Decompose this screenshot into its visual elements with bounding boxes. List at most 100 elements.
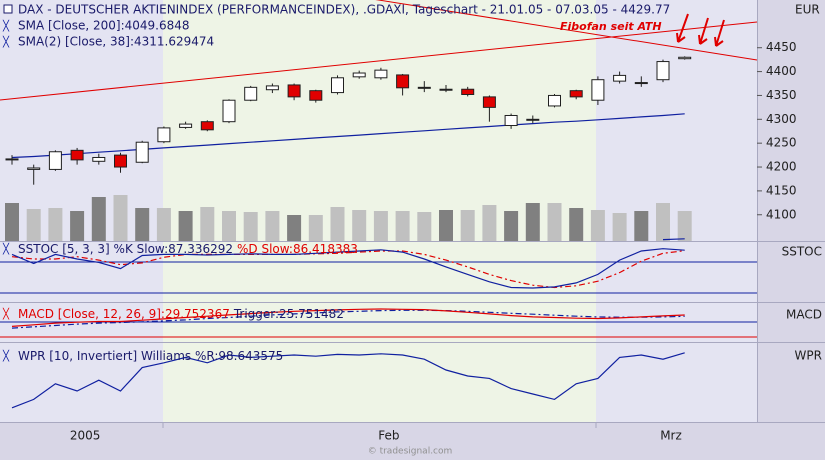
volume-bar xyxy=(243,212,258,241)
sma-line xyxy=(11,113,685,159)
pane-separators xyxy=(0,0,825,428)
y-tick-label: 4100 xyxy=(766,207,797,221)
volume-bar xyxy=(634,211,649,241)
volume-bar xyxy=(135,208,150,241)
candle-body xyxy=(439,88,453,91)
volume-bar xyxy=(113,195,128,241)
x-tick-label: 2005 xyxy=(70,429,101,443)
volume-bar xyxy=(373,211,388,241)
candle-body xyxy=(48,151,62,170)
indicator-line xyxy=(11,308,685,327)
candle-body xyxy=(548,94,561,107)
candle-body xyxy=(656,61,670,81)
volume-bar xyxy=(569,208,584,241)
indicator-series-label: Trigger:25.751482 xyxy=(233,307,344,321)
x-tick-label: Mrz xyxy=(660,429,682,443)
candle-body xyxy=(417,86,431,89)
volume-bar xyxy=(222,211,236,241)
candle-body xyxy=(114,154,127,168)
candle-body xyxy=(613,74,627,82)
y-tick-label: 4150 xyxy=(766,183,797,197)
volume-bar xyxy=(200,207,215,241)
indicator-label: MACD [Close, 12, 26, 9]:29.752367 Trigger… xyxy=(18,307,344,321)
candle-body xyxy=(504,114,518,127)
volume-bar xyxy=(417,212,432,241)
volume-bar xyxy=(612,213,627,241)
indicator-line xyxy=(11,250,685,289)
candle-body xyxy=(157,127,171,143)
volume-bar xyxy=(5,203,19,241)
volume-bar xyxy=(330,207,345,241)
candle-body xyxy=(179,123,193,128)
currency: EUR xyxy=(795,3,820,17)
volume-bar xyxy=(547,203,562,241)
indicator-label: WPR [10, Invertiert] Williams %R:98.6435… xyxy=(18,349,283,363)
candle-body xyxy=(678,56,692,60)
icon xyxy=(3,4,13,14)
fibofan xyxy=(0,0,758,101)
volume-bar xyxy=(70,211,85,241)
volume-bar xyxy=(287,215,302,241)
legend-icon: ╳ xyxy=(2,349,10,362)
candle-body xyxy=(396,74,410,89)
indicator-label-text: MACD [Close, 12, 26, 9]:29.752367 xyxy=(18,307,230,321)
footer: © tradesignal.com xyxy=(368,447,453,457)
candle-body xyxy=(5,158,19,161)
chart-title: DAX - DEUTSCHER AKTIENINDEX (PERFORMANCE… xyxy=(18,3,670,17)
candle-body xyxy=(287,84,301,98)
candle-body xyxy=(634,82,648,85)
candle-body xyxy=(331,77,344,94)
candle-body xyxy=(135,141,149,163)
y-tick-label: 4250 xyxy=(766,136,797,150)
band xyxy=(596,0,757,422)
indicator-line xyxy=(11,248,685,289)
volume-bar xyxy=(439,210,453,241)
candle-body xyxy=(244,86,258,101)
legend-label: SMA(2) [Close, 38]:4311.629474 xyxy=(18,35,214,49)
sma-line xyxy=(662,238,685,241)
annotation: Fibofan seit ATH xyxy=(560,20,662,33)
legend-label: SMA [Close, 200]:4049.6848 xyxy=(18,19,190,33)
y-tick-label: 4450 xyxy=(766,40,797,54)
legend-icon: ╳ xyxy=(2,242,10,255)
y-tick-label: 4200 xyxy=(766,160,797,174)
candle-body xyxy=(569,90,583,98)
indicator-line xyxy=(11,309,685,329)
candle-body xyxy=(374,69,388,79)
indicator-label: SSTOC [5, 3, 3] %K Slow:87.336292 %D Slow… xyxy=(18,242,358,256)
y-tick-label: 4400 xyxy=(766,64,797,78)
volume-bar xyxy=(178,211,193,241)
y-tick-label: 4350 xyxy=(766,88,797,102)
candle-body xyxy=(27,167,41,170)
volume-bar xyxy=(525,203,540,241)
x-tick-label: Feb xyxy=(378,429,399,443)
candle-body xyxy=(461,88,475,95)
candle-body xyxy=(352,72,366,78)
candle-body xyxy=(526,118,540,121)
candle-body xyxy=(309,90,323,101)
volume-bar xyxy=(156,208,171,241)
pane-name: SSTOC xyxy=(782,245,822,259)
volume-bar xyxy=(460,210,475,241)
candle-body xyxy=(482,96,496,108)
legend-icon: ╳ xyxy=(2,19,10,32)
volume-bar xyxy=(656,203,670,241)
volume-bar xyxy=(395,211,410,241)
y-tick-label: 4300 xyxy=(766,112,797,126)
indicator-label-text: SSTOC [5, 3, 3] %K Slow:87.336292 xyxy=(18,242,233,256)
volume-bar xyxy=(265,211,280,241)
axis-area xyxy=(757,0,825,422)
volume-bar xyxy=(308,215,323,241)
volume-bar xyxy=(91,197,106,241)
legend-icon: ╳ xyxy=(2,307,10,320)
candle-body xyxy=(70,149,84,161)
pane-name: MACD xyxy=(786,308,822,322)
volume-bar xyxy=(482,205,497,241)
candle-body xyxy=(92,156,106,162)
pane-name: WPR xyxy=(795,349,822,363)
volume-bar xyxy=(48,208,63,241)
volume-bar xyxy=(590,210,605,241)
volume-bar xyxy=(26,209,41,241)
volume-bar xyxy=(504,211,519,241)
